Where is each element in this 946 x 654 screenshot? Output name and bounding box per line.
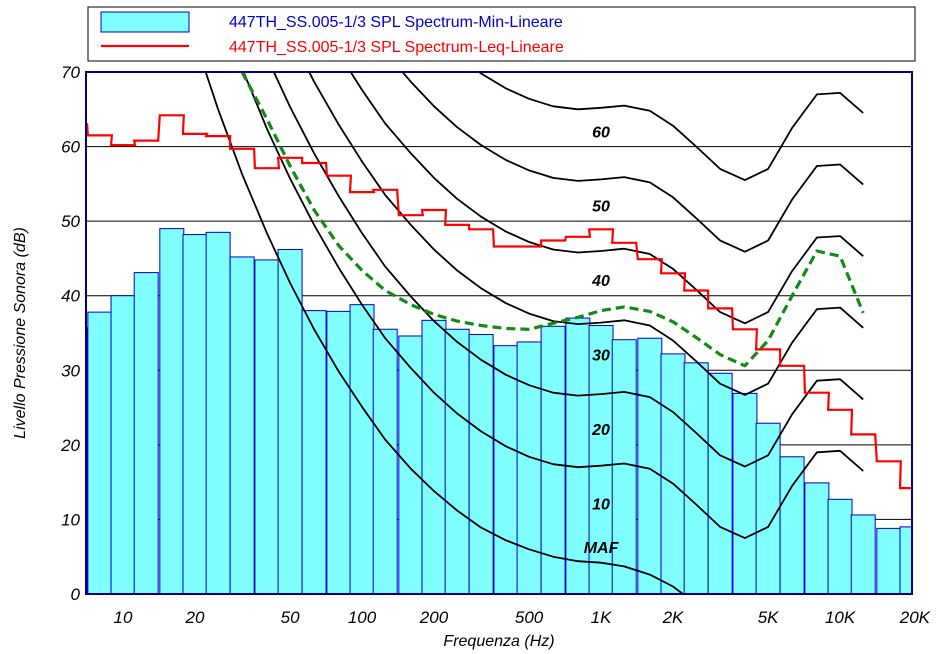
x-tick-label: 500 xyxy=(515,608,544,627)
x-tick-label: 2K xyxy=(662,608,684,627)
x-tick-label: 20 xyxy=(185,608,205,627)
min-bar xyxy=(421,319,447,594)
contour-label: MAF xyxy=(584,540,620,557)
min-bar xyxy=(229,256,255,594)
leq-step-line xyxy=(86,114,912,490)
x-tick-label: 50 xyxy=(281,608,300,627)
x-axis-ticks: 10 20 50 100 200 500 1K 2K 5K 10K 20K xyxy=(114,608,931,627)
contour-labels: 60 50 40 30 20 10 MAF xyxy=(584,125,620,557)
x-tick-label: 10 xyxy=(114,608,133,627)
min-bar xyxy=(755,422,781,594)
min-bar xyxy=(827,498,853,594)
contour-line xyxy=(401,72,864,253)
y-axis-title: Livello Pressione Sonora (dB) xyxy=(12,227,29,439)
min-bar xyxy=(493,345,519,594)
min-bar xyxy=(254,259,280,594)
min-bar xyxy=(444,328,470,594)
y-tick-label: 50 xyxy=(61,212,80,231)
contour-label: 20 xyxy=(591,422,610,439)
min-bar xyxy=(660,353,686,594)
x-tick-label: 5K xyxy=(758,608,779,627)
min-bar xyxy=(707,372,733,594)
y-tick-label: 30 xyxy=(61,361,80,380)
y-tick-label: 60 xyxy=(61,138,80,157)
legend-box xyxy=(87,6,916,62)
contour-line xyxy=(242,72,864,539)
min-bar xyxy=(205,231,231,594)
legend-label-leq: 447TH_SS.005-1/3 SPL Spectrum-Leq-Linear… xyxy=(229,39,564,56)
leq-step-group xyxy=(86,114,912,490)
min-spectrum-bars xyxy=(86,228,912,594)
contour-label: 40 xyxy=(591,273,610,290)
y-tick-label: 20 xyxy=(60,436,80,455)
contour-line xyxy=(349,72,864,325)
min-bar xyxy=(326,310,352,594)
min-bar xyxy=(182,234,208,594)
min-bar xyxy=(398,335,424,594)
min-bar xyxy=(779,456,805,594)
min-bar xyxy=(277,248,303,594)
min-bar xyxy=(87,311,113,594)
min-bar xyxy=(468,333,494,594)
legend: 447TH_SS.005-1/3 SPL Spectrum-Min-Linear… xyxy=(87,6,916,62)
x-tick-label: 10K xyxy=(825,608,856,627)
legend-label-min: 447TH_SS.005-1/3 SPL Spectrum-Min-Linear… xyxy=(229,14,563,31)
x-axis-title: Frequenza (Hz) xyxy=(443,633,554,650)
contour-label: 30 xyxy=(592,348,610,365)
min-bar xyxy=(516,341,542,594)
contour-line xyxy=(308,72,864,396)
min-bar xyxy=(876,527,902,594)
min-bar xyxy=(372,328,398,594)
x-tick-label: 100 xyxy=(348,608,377,627)
contour-lines xyxy=(204,72,864,594)
legend-swatch-min xyxy=(100,11,190,33)
y-tick-label: 40 xyxy=(61,287,80,306)
min-bar xyxy=(683,362,709,594)
y-tick-label: 10 xyxy=(61,510,80,529)
plot-frame xyxy=(85,71,913,595)
dashed-curve-group xyxy=(240,72,865,368)
dashed-curve xyxy=(240,72,865,368)
contour-label: 60 xyxy=(592,125,610,142)
contour-line xyxy=(272,72,864,468)
min-bar xyxy=(804,482,830,594)
min-bar xyxy=(850,514,876,594)
min-bar xyxy=(110,295,136,594)
contour-label: 50 xyxy=(592,198,610,215)
min-bar xyxy=(159,228,185,594)
contour-label: 10 xyxy=(592,497,610,514)
min-bar xyxy=(301,310,327,594)
x-tick-label: 200 xyxy=(419,608,449,627)
min-bar xyxy=(732,392,758,594)
min-bar xyxy=(611,339,637,594)
min-bar xyxy=(133,272,159,594)
x-tick-label: 1K xyxy=(591,608,612,627)
min-bar xyxy=(349,304,375,594)
x-tick-label: 20K xyxy=(899,608,931,627)
y-tick-label: 0 xyxy=(71,585,81,604)
contour-line xyxy=(477,72,864,182)
contour-line xyxy=(204,72,684,594)
y-tick-label: 70 xyxy=(61,63,80,82)
y-axis-ticks: 0 10 20 30 40 50 60 70 xyxy=(60,63,80,604)
